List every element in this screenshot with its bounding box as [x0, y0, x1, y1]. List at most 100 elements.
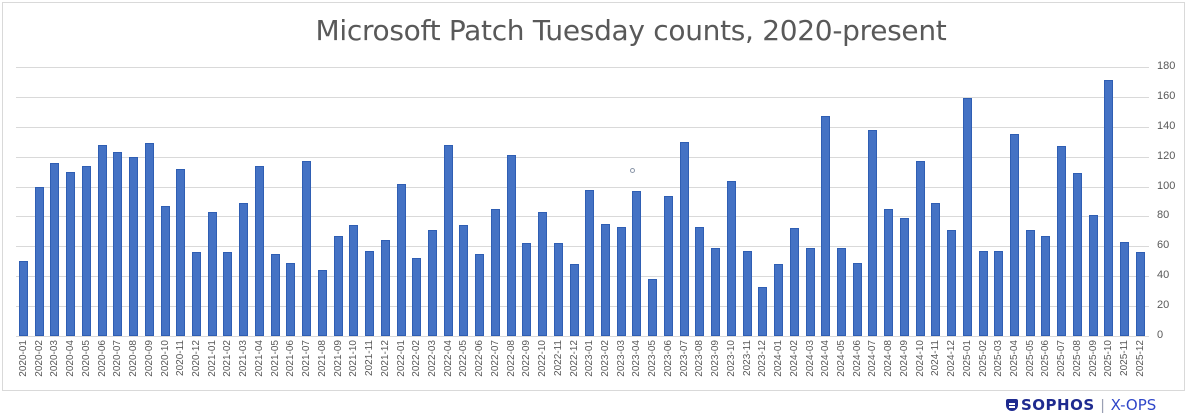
- x-tick-label: 2021-07: [301, 340, 313, 377]
- y-tick-label: 120: [1157, 149, 1176, 162]
- x-tick-label: 2022-12: [568, 340, 580, 377]
- brand-name: SOPHOS: [1021, 396, 1095, 414]
- x-tick: 2025-07: [1056, 340, 1070, 392]
- x-tick: 2024-07: [867, 340, 881, 392]
- x-tick-label: 2022-06: [474, 340, 486, 377]
- x-tick: 2020-03: [49, 340, 63, 392]
- bar: [81, 165, 91, 336]
- x-tick-label: 2023-05: [647, 340, 659, 377]
- x-tick-label: 2024-12: [946, 340, 958, 377]
- x-tick: 2025-06: [1040, 340, 1054, 392]
- bar: [632, 191, 642, 336]
- bar: [302, 161, 312, 336]
- x-tick-label: 2020-11: [175, 340, 187, 376]
- x-tick: 2025-10: [1103, 340, 1117, 392]
- bar: [1072, 173, 1082, 336]
- x-tick: 2021-06: [285, 340, 299, 392]
- x-tick: 2021-08: [317, 340, 331, 392]
- x-tick-label: 2023-08: [694, 340, 706, 377]
- x-tick: 2022-09: [521, 340, 535, 392]
- x-tick: 2020-02: [34, 340, 48, 392]
- x-tick: 2023-06: [663, 340, 677, 392]
- bar: [868, 129, 878, 336]
- x-tick-label: 2020-05: [80, 340, 92, 377]
- x-tick-label: 2021-09: [332, 340, 344, 377]
- x-tick-label: 2020-10: [159, 340, 171, 377]
- x-tick: 2025-03: [993, 340, 1007, 392]
- gridline: [16, 276, 1149, 278]
- x-tick: 2024-02: [789, 340, 803, 392]
- x-tick-label: 2023-02: [600, 340, 611, 377]
- x-tick: 2024-06: [852, 340, 866, 392]
- chart-title: Microsoft Patch Tuesday counts, 2020-pre…: [315, 14, 947, 47]
- bar: [836, 247, 846, 336]
- bar: [1009, 134, 1019, 336]
- x-tick: 2024-01: [773, 340, 787, 392]
- bar: [569, 264, 579, 336]
- x-tick: 2025-01: [962, 340, 976, 392]
- x-tick-label: 2021-11: [364, 340, 376, 376]
- x-tick: 2023-08: [694, 340, 708, 392]
- bar: [742, 250, 752, 336]
- bar: [915, 161, 925, 336]
- bar: [19, 261, 28, 336]
- bar: [695, 226, 705, 336]
- x-tick: 2023-01: [584, 340, 598, 392]
- bar: [553, 243, 563, 336]
- x-tick-label: 2022-03: [426, 340, 438, 377]
- x-tick-label: 2025-11: [1119, 340, 1131, 376]
- bar: [821, 116, 831, 336]
- x-tick: 2024-10: [915, 340, 929, 392]
- x-tick-label: 2023-01: [584, 340, 596, 377]
- bar: [648, 279, 658, 336]
- bar: [286, 262, 296, 336]
- x-tick: 2021-03: [238, 340, 252, 392]
- x-tick: 2024-03: [805, 340, 819, 392]
- x-tick-label: 2025-01: [961, 340, 973, 377]
- x-tick: 2021-05: [270, 340, 284, 392]
- x-tick-label: 2020-12: [191, 340, 203, 377]
- x-tick-label: 2023-07: [678, 340, 690, 377]
- y-tick-label: 80: [1157, 209, 1170, 222]
- x-tick-label: 2023-11: [741, 340, 753, 376]
- x-tick: 2020-06: [97, 340, 111, 392]
- x-tick-label: 2023-09: [710, 340, 722, 377]
- x-tick-label: 2024-11: [930, 340, 942, 376]
- bar: [931, 203, 941, 336]
- gridline: [16, 336, 1149, 337]
- x-tick-label: 2023-04: [631, 340, 643, 377]
- x-tick: 2020-01: [18, 340, 32, 392]
- x-tick: 2022-05: [458, 340, 472, 392]
- x-tick-label: 2024-10: [914, 340, 926, 377]
- x-tick-label: 2024-05: [835, 340, 847, 377]
- x-tick-label: 2021-03: [238, 340, 250, 377]
- y-tick-label: 60: [1157, 239, 1170, 252]
- x-tick: 2024-04: [820, 340, 834, 392]
- x-tick: 2023-04: [631, 340, 645, 392]
- y-tick-label: 140: [1157, 119, 1176, 132]
- x-tick: 2020-04: [65, 340, 79, 392]
- bar: [223, 252, 233, 336]
- x-tick: 2020-08: [128, 340, 142, 392]
- bar: [97, 144, 107, 336]
- x-tick-label: 2021-08: [316, 340, 328, 377]
- bar: [774, 264, 784, 336]
- gridline: [16, 126, 1149, 128]
- x-tick: 2023-02: [600, 340, 614, 392]
- x-tick: 2025-08: [1072, 340, 1086, 392]
- x-tick-label: 2020-04: [65, 340, 77, 377]
- x-tick-label: 2025-03: [993, 340, 1005, 377]
- bar: [50, 162, 60, 336]
- bar: [1104, 80, 1114, 336]
- bar: [490, 208, 500, 336]
- x-tick: 2022-04: [443, 340, 457, 392]
- x-tick: 2025-04: [1009, 340, 1023, 392]
- x-tick: 2021-01: [207, 340, 221, 392]
- x-tick-label: 2022-07: [489, 340, 501, 377]
- x-tick-label: 2025-08: [1071, 340, 1083, 377]
- x-tick: 2020-11: [175, 340, 189, 392]
- x-tick: 2023-09: [710, 340, 724, 392]
- x-tick-label: 2023-10: [725, 340, 737, 377]
- bar: [978, 250, 988, 336]
- x-tick-label: 2024-01: [773, 340, 785, 377]
